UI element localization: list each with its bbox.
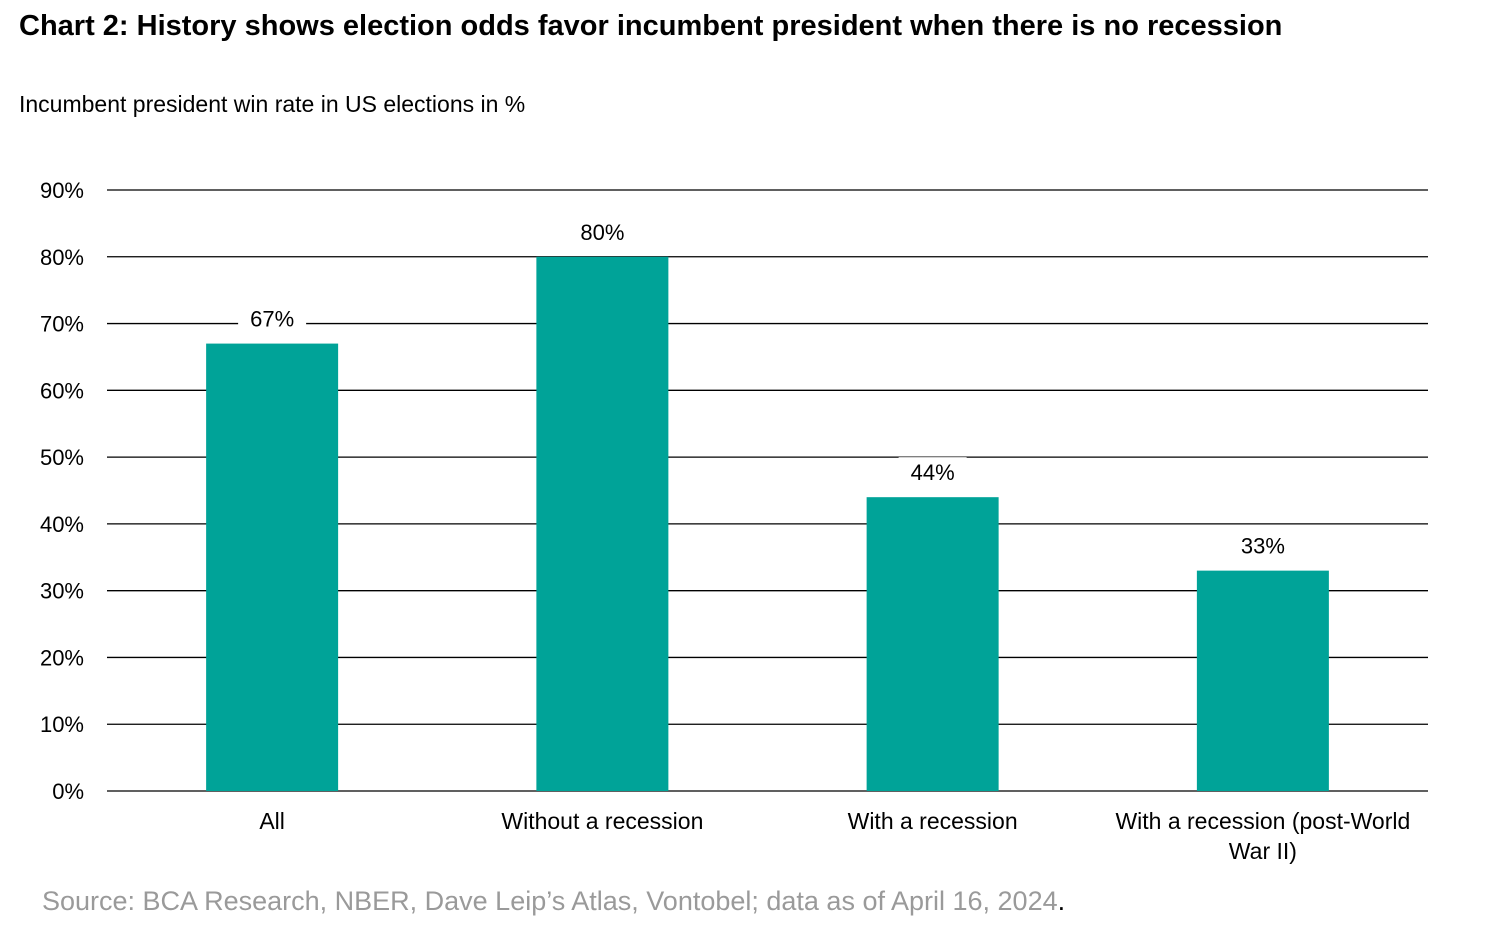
- bar: [866, 497, 999, 791]
- y-axis-ticks: 0% 10% 20% 30% 40% 50% 60% 70% 80% 90%: [40, 178, 84, 804]
- y-tick-label: 20%: [40, 645, 84, 670]
- source-note: Source: BCA Research, NBER, Dave Leip’s …: [42, 886, 1065, 917]
- bar: [536, 256, 669, 791]
- y-tick-label: 30%: [40, 579, 84, 604]
- source-period: .: [1057, 886, 1066, 916]
- bar-chart: 0% 10% 20% 30% 40% 50% 60% 70% 80% 90% 67% 80% 44% 3…: [40, 178, 1428, 864]
- data-label-background: [898, 457, 967, 486]
- y-tick-label: 10%: [40, 712, 84, 737]
- source-text: Source: BCA Research, NBER, Dave Leip’s …: [42, 886, 1058, 916]
- data-label: 67%: [250, 307, 294, 332]
- data-label-background: [568, 216, 637, 245]
- x-axis-ticks: All Without a recession With a recession Wi…: [259, 808, 1410, 864]
- x-tick-label: With a recession: [848, 808, 1018, 834]
- y-tick-label: 50%: [40, 445, 84, 470]
- bar: [1196, 570, 1329, 791]
- bars: 67% 80% 44% 33%: [206, 216, 1329, 791]
- data-label: 33%: [1241, 534, 1285, 559]
- data-label: 44%: [911, 460, 955, 485]
- x-tick-label: Without a recession: [501, 808, 703, 834]
- chart-title: Chart 2: History shows election odds fav…: [19, 10, 1283, 42]
- data-label: 80%: [580, 220, 624, 245]
- y-tick-label: 40%: [40, 512, 84, 537]
- x-tick-label: All: [259, 808, 285, 834]
- y-tick-label: 90%: [40, 178, 84, 203]
- data-label-background: [238, 303, 307, 332]
- x-tick-label: With a recession (post-World War II): [1115, 808, 1410, 864]
- data-label-background: [1228, 530, 1297, 559]
- y-tick-label: 60%: [40, 378, 84, 403]
- y-tick-label: 70%: [40, 312, 84, 337]
- bar: [206, 343, 339, 791]
- chart-subtitle: Incumbent president win rate in US elect…: [19, 91, 526, 117]
- y-tick-label: 80%: [40, 245, 84, 270]
- y-tick-label: 0%: [52, 779, 84, 804]
